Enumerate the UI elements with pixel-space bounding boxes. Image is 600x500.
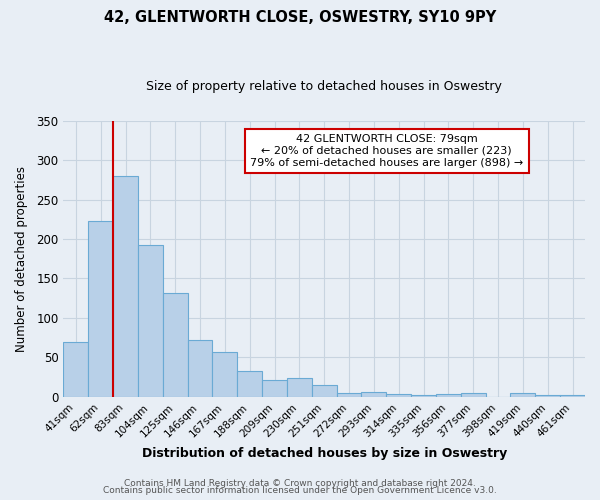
Bar xyxy=(262,380,287,397)
Bar xyxy=(287,378,312,397)
Bar xyxy=(188,340,212,397)
Bar xyxy=(337,393,361,397)
Bar xyxy=(535,396,560,397)
Bar xyxy=(461,393,485,397)
Bar xyxy=(560,396,585,397)
Bar xyxy=(361,392,386,397)
Bar xyxy=(411,394,436,397)
Bar xyxy=(138,244,163,397)
Bar xyxy=(163,292,188,397)
X-axis label: Distribution of detached houses by size in Oswestry: Distribution of detached houses by size … xyxy=(142,447,507,460)
Bar xyxy=(436,394,461,397)
Text: Contains public sector information licensed under the Open Government Licence v3: Contains public sector information licen… xyxy=(103,486,497,495)
Bar xyxy=(237,371,262,397)
Bar xyxy=(88,221,113,397)
Bar xyxy=(64,342,88,397)
Bar xyxy=(212,352,237,397)
Title: Size of property relative to detached houses in Oswestry: Size of property relative to detached ho… xyxy=(146,80,502,93)
Bar xyxy=(312,385,337,397)
Text: Contains HM Land Registry data © Crown copyright and database right 2024.: Contains HM Land Registry data © Crown c… xyxy=(124,478,476,488)
Bar xyxy=(386,394,411,397)
Bar xyxy=(113,176,138,397)
Y-axis label: Number of detached properties: Number of detached properties xyxy=(15,166,28,352)
Text: 42 GLENTWORTH CLOSE: 79sqm
← 20% of detached houses are smaller (223)
79% of sem: 42 GLENTWORTH CLOSE: 79sqm ← 20% of deta… xyxy=(250,134,523,168)
Text: 42, GLENTWORTH CLOSE, OSWESTRY, SY10 9PY: 42, GLENTWORTH CLOSE, OSWESTRY, SY10 9PY xyxy=(104,10,496,25)
Bar xyxy=(511,393,535,397)
